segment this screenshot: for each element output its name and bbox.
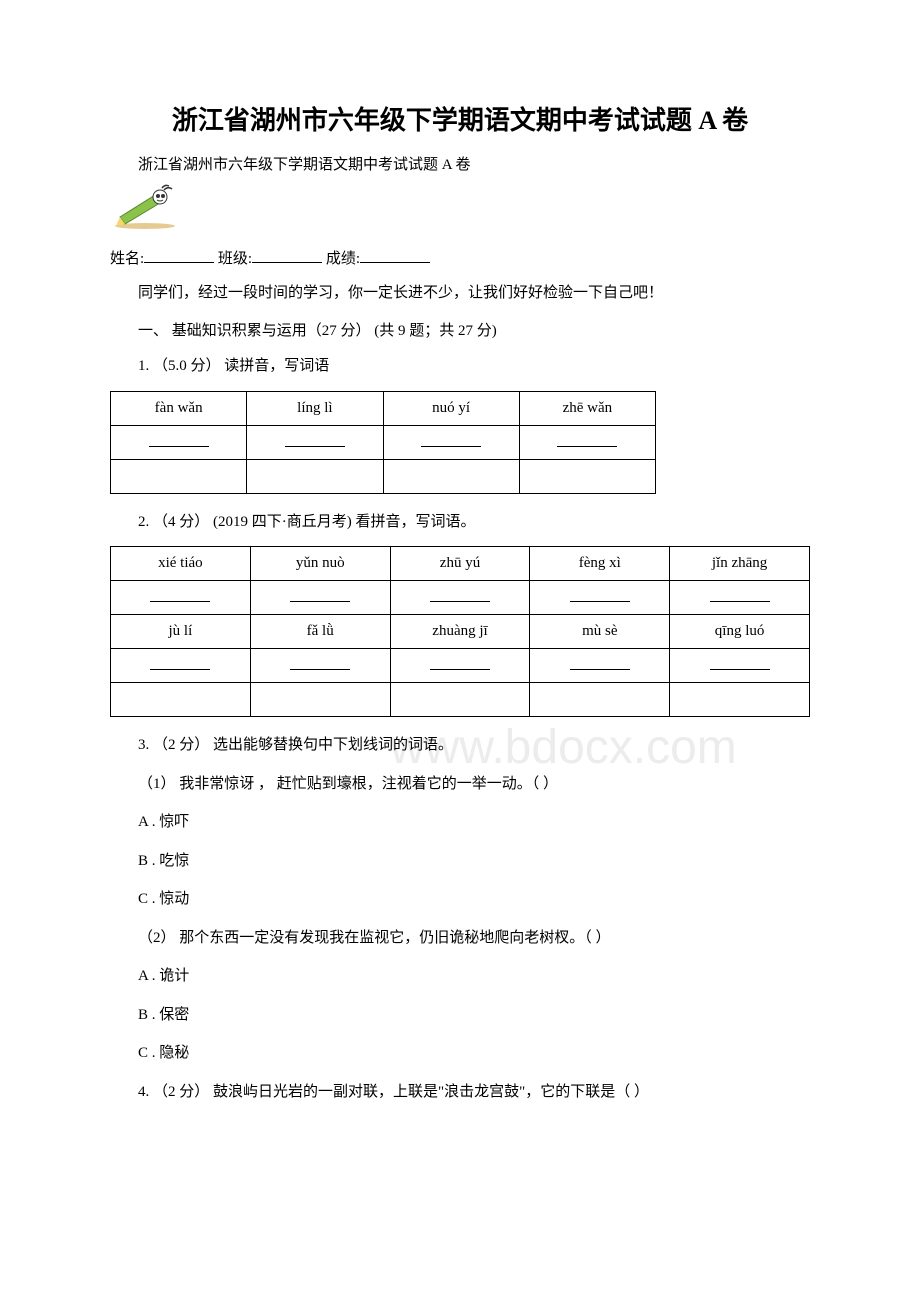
pinyin-cell: zhē wǎn [519,391,655,425]
answer-cell[interactable] [383,425,519,459]
empty-cell [250,683,390,717]
pinyin-cell: jù lí [111,615,251,649]
name-blank[interactable] [144,247,214,263]
table-row [111,459,656,493]
empty-cell [390,683,530,717]
question-3: 3. （2 分） 选出能够替换句中下划线词的词语。 [110,731,810,760]
q3-1-option-a: A . 惊吓 [110,808,810,837]
answer-cell[interactable] [390,581,530,615]
pinyin-cell: mù sè [530,615,670,649]
pinyin-cell: fèng xì [530,547,670,581]
q3-2-option-c: C . 隐秘 [110,1039,810,1068]
empty-cell [383,459,519,493]
class-blank[interactable] [252,247,322,263]
empty-cell [670,683,810,717]
question-1: 1. （5.0 分） 读拼音，写词语 [110,352,810,381]
subtitle: 浙江省湖州市六年级下学期语文期中考试试题 A 卷 [110,153,810,174]
empty-cell [247,459,383,493]
q3-sub2: （2） 那个东西一定没有发现我在监视它，仍旧诡秘地爬向老树杈。（ ） [110,924,810,953]
pinyin-cell: líng lì [247,391,383,425]
q1-table: fàn wǎn líng lì nuó yí zhē wǎn [110,391,656,494]
answer-cell[interactable] [111,581,251,615]
q3-2-option-a: A . 诡计 [110,962,810,991]
table-row: fàn wǎn líng lì nuó yí zhē wǎn [111,391,656,425]
pinyin-cell: yǔn nuò [250,547,390,581]
pinyin-cell: zhuàng jī [390,615,530,649]
q3-sub1: （1） 我非常惊讶 ， 赶忙贴到壕根，注视着它的一举一动。（ ） [110,770,810,799]
name-label: 姓名: [110,251,144,267]
answer-cell[interactable] [530,649,670,683]
answer-cell[interactable] [670,649,810,683]
form-fields: 姓名: 班级: 成绩: [110,247,810,268]
answer-cell[interactable] [111,649,251,683]
answer-cell[interactable] [519,425,655,459]
q3-2-option-b: B . 保密 [110,1001,810,1030]
empty-cell [111,459,247,493]
table-row [111,649,810,683]
score-label: 成绩: [326,251,360,267]
section-1-header: 一、 基础知识积累与运用（27 分） (共 9 题；共 27 分) [110,319,810,340]
page-title: 浙江省湖州市六年级下学期语文期中考试试题 A 卷 [110,100,810,137]
q3-1-option-c: C . 惊动 [110,885,810,914]
table-row [111,683,810,717]
question-2: 2. （4 分） (2019 四下·商丘月考) 看拼音，写词语。 [110,508,810,537]
table-row: xié tiáo yǔn nuò zhū yú fèng xì jǐn zhān… [111,547,810,581]
answer-cell[interactable] [247,425,383,459]
table-row [111,425,656,459]
table-row: jù lí fǎ lǜ zhuàng jī mù sè qīng luó [111,615,810,649]
score-blank[interactable] [360,247,430,263]
pinyin-cell: fàn wǎn [111,391,247,425]
empty-cell [530,683,670,717]
pinyin-cell: nuó yí [383,391,519,425]
empty-cell [111,683,251,717]
class-label: 班级: [218,251,252,267]
q3-1-option-b: B . 吃惊 [110,847,810,876]
answer-cell[interactable] [250,649,390,683]
q2-table: xié tiáo yǔn nuò zhū yú fèng xì jǐn zhān… [110,546,810,717]
pinyin-cell: xié tiáo [111,547,251,581]
pinyin-cell: zhū yú [390,547,530,581]
answer-cell[interactable] [111,425,247,459]
intro-text: 同学们，经过一段时间的学习，你一定长进不少，让我们好好检验一下自己吧！ [110,280,810,307]
answer-cell[interactable] [530,581,670,615]
table-row [111,581,810,615]
empty-cell [519,459,655,493]
answer-cell[interactable] [390,649,530,683]
pinyin-cell: fǎ lǜ [250,615,390,649]
pinyin-cell: qīng luó [670,615,810,649]
question-4: 4. （2 分） 鼓浪屿日光岩的一副对联，上联是"浪击龙宫鼓"，它的下联是（ ） [110,1078,810,1107]
answer-cell[interactable] [670,581,810,615]
pinyin-cell: jǐn zhāng [670,547,810,581]
pencil-icon [110,182,810,237]
answer-cell[interactable] [250,581,390,615]
